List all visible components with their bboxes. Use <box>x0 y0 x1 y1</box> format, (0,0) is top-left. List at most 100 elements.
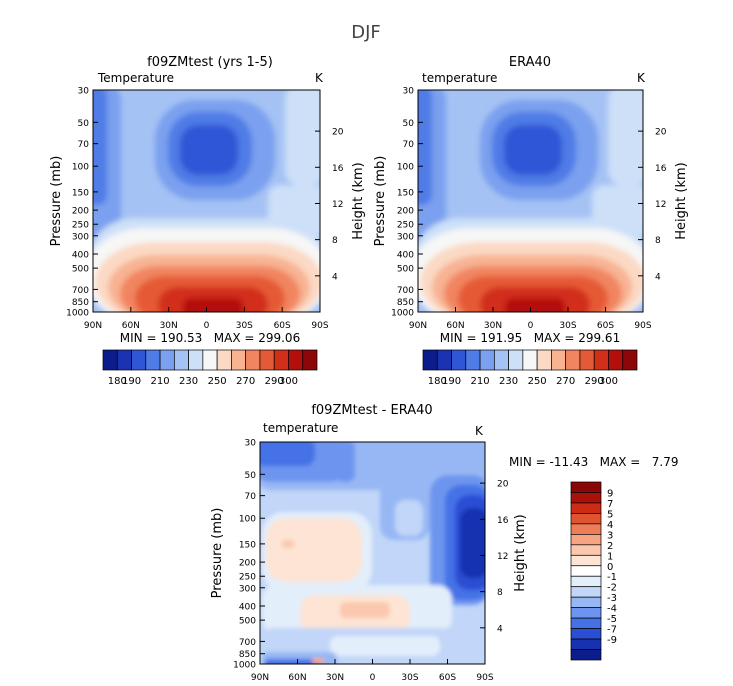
x-tick-label: 30S <box>559 321 576 331</box>
colorbar-swatch <box>159 349 175 371</box>
colorbar-swatch <box>102 349 118 371</box>
height-tick-label: 8 <box>655 236 661 246</box>
min-max-stats: MIN = -11.43 MAX = 7.79 <box>509 455 679 469</box>
x-tick-label: 90S <box>476 673 493 683</box>
colorbar-swatch <box>570 607 602 619</box>
y-axis-title: Pressure (mb) <box>210 508 225 599</box>
min-max-stats: MIN = 190.53 MAX = 299.06 <box>120 331 300 345</box>
colorbar-swatch <box>570 492 602 504</box>
y-tick-label: 50 <box>78 119 90 129</box>
colorbar-swatch <box>570 596 602 608</box>
colorbar-swatch <box>570 586 602 598</box>
colorbar-label: 3 <box>607 530 613 541</box>
x-tick-label: 90N <box>409 321 427 331</box>
colorbar-swatch <box>302 349 318 371</box>
x-tick-label: 30S <box>401 673 418 683</box>
temperature-field <box>418 90 643 312</box>
y-tick-label: 150 <box>72 188 89 198</box>
colorbar-swatch <box>570 502 602 514</box>
height-tick-label: 12 <box>497 552 508 562</box>
y-axis-title: Pressure (mb) <box>373 156 388 247</box>
colorbar-label: 4 <box>607 520 613 531</box>
x-tick-label: 0 <box>370 673 376 683</box>
colorbar-swatch <box>288 349 304 371</box>
colorbar-swatch <box>479 349 495 371</box>
y-axis-right-title: Height (km) <box>513 514 528 591</box>
colorbar-label: -4 <box>607 604 617 615</box>
panel-units-label: K <box>475 424 484 438</box>
y-axis-right-title: Height (km) <box>351 162 366 239</box>
x-tick-label: 0 <box>528 321 534 331</box>
panel-title: ERA40 <box>509 55 551 70</box>
colorbar-label: 210 <box>471 376 490 387</box>
colorbar-swatch <box>231 349 247 371</box>
colorbar-swatch <box>436 349 452 371</box>
colorbar-swatch <box>608 349 624 371</box>
colorbar-label: -7 <box>607 625 617 636</box>
x-tick-label: 60S <box>274 321 291 331</box>
y-tick-label: 500 <box>239 617 256 627</box>
colorbar-swatch <box>570 649 602 661</box>
colorbar-label: 250 <box>208 376 227 387</box>
y-axis-right-title: Height (km) <box>674 162 689 239</box>
colorbar-swatch <box>570 638 602 650</box>
colorbar-label: 180 <box>108 376 127 387</box>
height-tick-label: 16 <box>497 516 509 526</box>
colorbar-swatch <box>245 349 261 371</box>
panel-model: f09ZMtest (yrs 1-5) Temperature K <box>49 55 366 387</box>
colorbar-swatch <box>273 349 289 371</box>
y-tick-label: 200 <box>72 207 89 217</box>
x-tick-label: 60N <box>122 321 140 331</box>
x-tick-label: 60S <box>439 673 456 683</box>
colorbar-label: 0 <box>607 562 613 573</box>
y-tick-label: 400 <box>239 602 256 612</box>
y-tick-label: 500 <box>397 265 414 275</box>
y-tick-label: 250 <box>397 221 414 231</box>
y-tick-label: 700 <box>72 286 89 296</box>
height-tick-label: 4 <box>332 272 338 282</box>
y-tick-label: 70 <box>245 492 257 502</box>
colorbar-label: 230 <box>179 376 198 387</box>
colorbar-swatch <box>188 349 204 371</box>
y-tick-label: 700 <box>397 286 414 296</box>
colorbar-label: 300 <box>599 376 618 387</box>
colorbar-swatch <box>622 349 638 371</box>
height-tick-label: 20 <box>332 128 344 138</box>
y-tick-label: 1000 <box>233 661 256 671</box>
height-tick-label: 8 <box>497 588 503 598</box>
panel-title: f09ZMtest (yrs 1-5) <box>147 55 273 70</box>
height-tick-label: 20 <box>497 480 509 490</box>
colorbar-label: 210 <box>151 376 170 387</box>
colorbar-swatch <box>570 523 602 535</box>
colorbar-label: 190 <box>442 376 461 387</box>
x-tick-label: 90N <box>251 673 269 683</box>
y-tick-label: 850 <box>72 298 89 308</box>
colorbar-swatch <box>551 349 567 371</box>
colorbar-label: 290 <box>585 376 604 387</box>
y-tick-label: 500 <box>72 265 89 275</box>
panel-title: f09ZMtest - ERA40 <box>311 403 432 418</box>
colorbar-swatch <box>173 349 189 371</box>
y-tick-label: 50 <box>245 471 257 481</box>
colorbar-swatch <box>131 349 147 371</box>
colorbar-label: 290 <box>265 376 284 387</box>
panel-era40: ERA40 temperature K <box>373 55 689 387</box>
colorbar-swatch <box>565 349 581 371</box>
y-tick-label: 200 <box>397 207 414 217</box>
colorbar-label: 190 <box>122 376 141 387</box>
colorbar-label: -9 <box>607 635 617 646</box>
x-tick-label: 30N <box>484 321 502 331</box>
colorbar-swatch <box>570 628 602 640</box>
y-tick-label: 250 <box>72 221 89 231</box>
colorbar-swatch <box>465 349 481 371</box>
colorbar-swatch <box>422 349 438 371</box>
height-tick-label: 16 <box>332 164 344 174</box>
x-tick-label: 30N <box>160 321 178 331</box>
height-tick-label: 16 <box>655 164 667 174</box>
y-tick-label: 70 <box>403 140 415 150</box>
